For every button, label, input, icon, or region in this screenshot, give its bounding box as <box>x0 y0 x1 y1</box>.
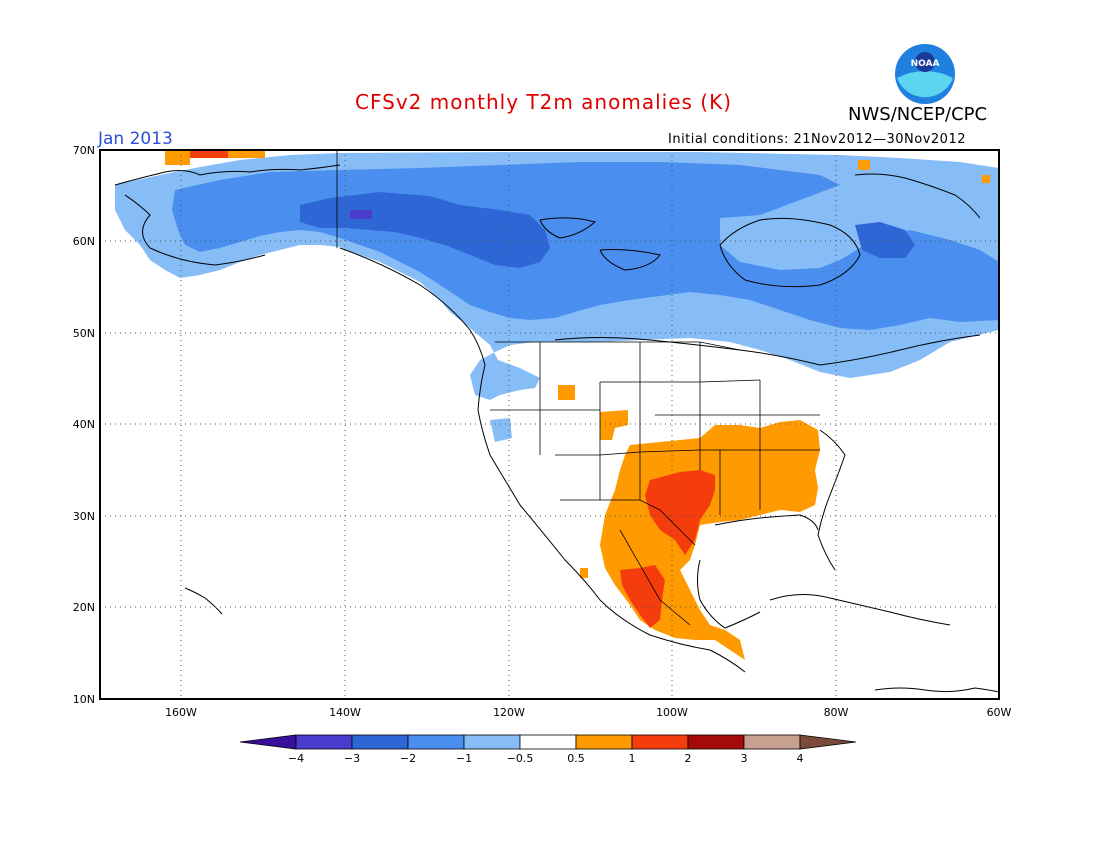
legend-label: 0.5 <box>567 752 585 765</box>
legend-label: −4 <box>288 752 304 765</box>
legend-swatch <box>407 734 465 750</box>
legend-swatch <box>351 734 409 750</box>
cold-anomaly-deep <box>350 210 372 219</box>
legend-swatch <box>295 734 353 750</box>
legend-label: −1 <box>456 752 472 765</box>
warm-anomaly-mid-alaska <box>190 150 228 158</box>
legend-swatch <box>631 734 689 750</box>
lon-label: 60W <box>987 706 1012 719</box>
logo-text: NOAA <box>911 59 940 69</box>
warm-patch-colorado <box>600 410 628 440</box>
political-boundaries <box>336 150 820 626</box>
legend-label: 4 <box>797 752 804 765</box>
legend-label: −2 <box>400 752 416 765</box>
warm-patch-baja <box>580 568 588 578</box>
warm-anomaly-mid-mexico <box>620 565 665 628</box>
legend-label: −3 <box>344 752 360 765</box>
map-title: CFSv2 monthly T2m anomalies (K) <box>355 90 732 114</box>
lat-label: 60N <box>73 235 95 248</box>
coastlines <box>114 164 999 693</box>
agency-label: NWS/NCEP/CPC <box>848 104 988 125</box>
cold-anomaly-dark-east <box>855 222 915 258</box>
initial-conditions: Initial conditions: 21Nov2012—30Nov2012 <box>668 132 966 147</box>
warm-patch-idaho <box>558 385 575 400</box>
latitude-labels: 70N 60N 50N 40N 30N 20N 10N <box>73 144 95 706</box>
forecast-month: Jan 2013 <box>98 129 173 149</box>
lon-label: 120W <box>493 706 525 719</box>
noaa-logo: NOAA <box>893 42 957 106</box>
longitude-labels: 160W 140W 120W 100W 80W 60W <box>165 706 1011 719</box>
legend-swatch <box>687 734 745 750</box>
legend-swatch <box>519 734 577 750</box>
legend-swatch <box>575 734 633 750</box>
lon-label: 160W <box>165 706 197 719</box>
lon-label: 80W <box>824 706 849 719</box>
lat-label: 20N <box>73 601 95 614</box>
warm-anomaly-mid <box>645 470 715 555</box>
lat-label: 70N <box>73 144 95 157</box>
anomaly-fields <box>115 150 999 660</box>
legend-label: 2 <box>685 752 692 765</box>
legend-swatch <box>463 734 521 750</box>
lat-label: 30N <box>73 510 95 523</box>
legend-label: 1 <box>629 752 636 765</box>
color-legend: −4 −3 −2 −1 −0.5 0.5 1 2 3 4 <box>239 734 857 765</box>
lat-label: 40N <box>73 418 95 431</box>
legend-label: 3 <box>741 752 748 765</box>
warm-anomaly-light <box>600 420 820 660</box>
lat-label: 10N <box>73 693 95 706</box>
legend-label: −0.5 <box>507 752 534 765</box>
lon-label: 100W <box>656 706 688 719</box>
legend-swatch <box>743 734 801 750</box>
legend-arrow-low <box>239 734 297 750</box>
map-frame <box>99 149 1000 700</box>
legend-arrow-high <box>799 734 857 750</box>
lon-label: 140W <box>329 706 361 719</box>
lat-label: 50N <box>73 327 95 340</box>
